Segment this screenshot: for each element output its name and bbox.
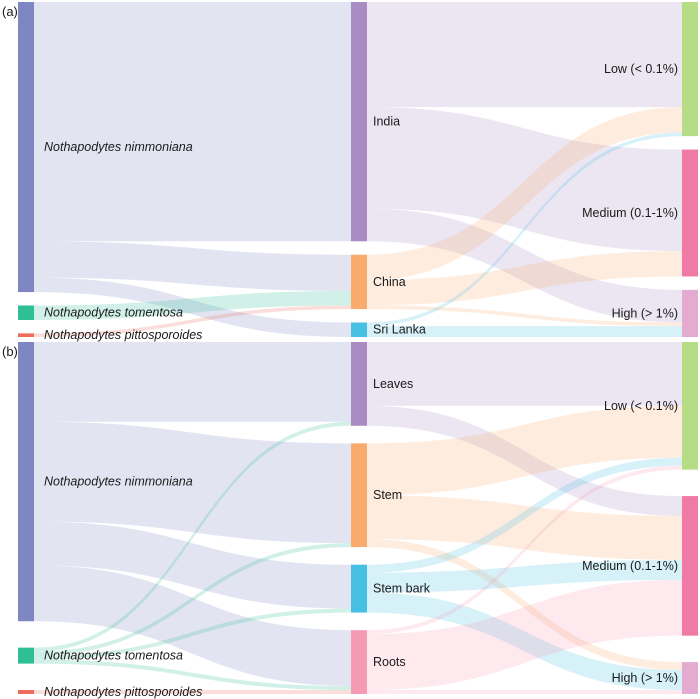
link-in-high: [367, 208, 682, 323]
link-rt-med: [367, 579, 682, 691]
node-label-lv: Leaves: [373, 377, 413, 391]
link-rt-high: [367, 690, 682, 694]
link-nt-st: [34, 543, 351, 656]
node-sl: [351, 322, 367, 337]
node-label-med: Medium (0.1-1%): [582, 206, 678, 220]
node-label-sb: Stem bark: [373, 582, 431, 596]
node-label-nt: Nothapodytes tomentosa: [44, 306, 183, 320]
link-sb-high: [367, 592, 682, 691]
link-np-cn: [34, 305, 351, 337]
node-med: [682, 496, 698, 636]
link-nt-sb: [34, 608, 351, 660]
node-label-np: Nothapodytes pittosporoides: [44, 328, 202, 342]
node-rt: [351, 630, 367, 694]
node-label-rt: Roots: [373, 655, 406, 669]
link-sl-low: [367, 132, 682, 327]
node-label-med: Medium (0.1-1%): [582, 559, 678, 573]
node-sb: [351, 564, 367, 613]
node-in: [351, 2, 367, 242]
links: [34, 342, 682, 694]
link-cn-low: [367, 107, 682, 281]
link-nn-sb: [34, 521, 351, 609]
node-label-np: Nothapodytes pittosporoides: [44, 685, 202, 699]
link-nt-cn: [34, 290, 351, 320]
links: [34, 2, 682, 337]
node-high: [682, 662, 698, 694]
link-cn-med: [367, 251, 682, 306]
panel-label: (a): [2, 4, 18, 19]
node-label-nn: Nothapodytes nimmoniana: [44, 140, 193, 154]
link-lv-low: [367, 342, 682, 406]
link-st-med: [367, 495, 682, 560]
link-nn-in: [34, 2, 351, 242]
node-high: [682, 289, 698, 337]
link-nt-rt: [34, 659, 351, 691]
node-nn: [18, 2, 34, 293]
node-med: [682, 149, 698, 277]
link-nn-lv: [34, 342, 351, 422]
link-lv-med: [367, 405, 682, 517]
node-label-low: Low (< 0.1%): [604, 399, 678, 413]
link-cn-high: [367, 305, 682, 327]
node-cn: [351, 254, 367, 310]
node-nn: [18, 342, 34, 622]
link-nn-st: [34, 421, 351, 544]
node-label-cn: China: [373, 275, 406, 289]
node-low: [682, 2, 698, 137]
link-nn-sl: [34, 277, 351, 337]
link-nt-lv: [34, 421, 351, 652]
nodes: Nothapodytes nimmoniana Nothapodytes tome…: [18, 342, 698, 699]
node-label-high: High (> 1%): [612, 306, 678, 320]
link-in-low: [367, 2, 682, 108]
link-sb-low: [367, 457, 682, 573]
panel-1: (b) Nothapodytes nimmoniana Nothapodytes t…: [2, 342, 698, 699]
node-low: [682, 342, 698, 470]
link-sl-high: [367, 326, 682, 337]
node-np: [18, 690, 34, 694]
link-st-low: [367, 405, 682, 496]
link-sb-med: [367, 559, 682, 593]
node-st: [351, 443, 367, 548]
node-label-in: India: [373, 115, 400, 129]
node-label-sl: Sri Lanka: [373, 323, 426, 337]
link-rt-low: [367, 465, 682, 635]
node-label-high: High (> 1%): [612, 671, 678, 685]
node-label-st: Stem: [373, 488, 402, 502]
link-nn-rt: [34, 565, 351, 687]
link-nn-cn: [34, 241, 351, 291]
node-label-low: Low (< 0.1%): [604, 62, 678, 76]
node-nt: [18, 647, 34, 664]
node-np: [18, 333, 34, 337]
node-label-nt: Nothapodytes tomentosa: [44, 649, 183, 663]
node-nt: [18, 305, 34, 320]
link-in-med: [367, 107, 682, 252]
node-lv: [351, 342, 367, 426]
node-label-nn: Nothapodytes nimmoniana: [44, 475, 193, 489]
panel-label: (b): [2, 344, 18, 359]
nodes: Nothapodytes nimmoniana Nothapodytes tome…: [18, 2, 698, 342]
link-np-rt: [34, 690, 351, 694]
link-st-high: [367, 539, 682, 671]
panel-0: (a) Nothapodytes nimmoniana Nothapodytes t…: [2, 2, 698, 342]
